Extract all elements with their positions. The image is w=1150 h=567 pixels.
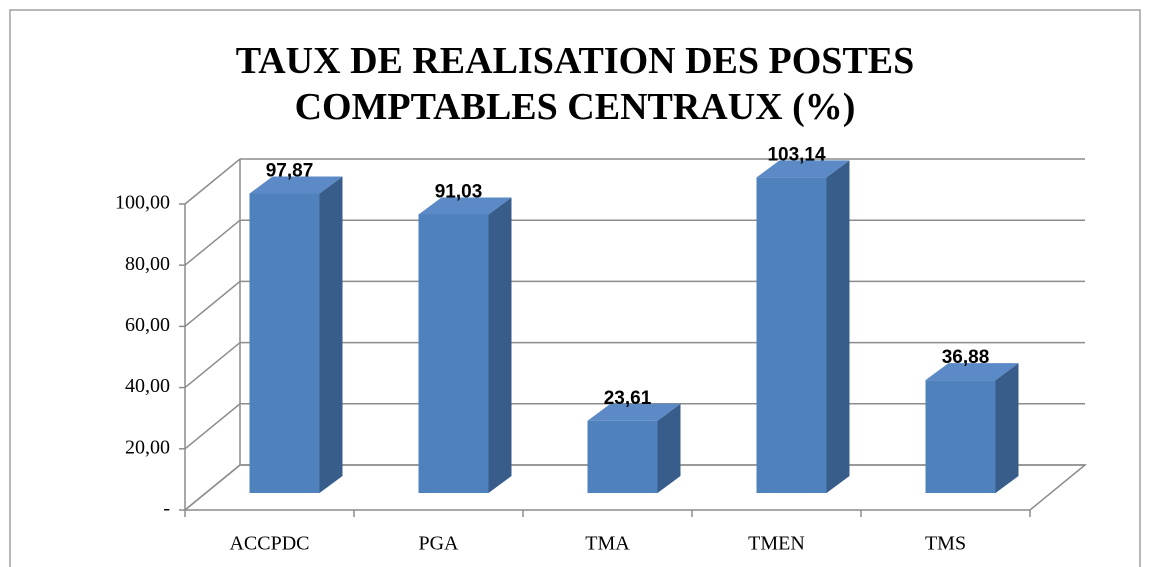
x-tick-label: PGA bbox=[418, 533, 459, 555]
data-label: 103,14 bbox=[767, 144, 826, 165]
data-label: 23,61 bbox=[604, 388, 652, 409]
x-tick-label: TMEN bbox=[748, 533, 805, 555]
x-tick-label: ACCPDC bbox=[229, 533, 309, 555]
data-label: 91,03 bbox=[435, 181, 483, 202]
bar-side bbox=[488, 197, 512, 494]
bar-side bbox=[319, 176, 343, 493]
data-label: 36,88 bbox=[942, 347, 990, 368]
x-tick-label: TMA bbox=[585, 533, 630, 555]
bar-top bbox=[418, 197, 512, 215]
data-label: 97,87 bbox=[266, 161, 314, 182]
bar bbox=[249, 193, 320, 493]
bar-top bbox=[756, 160, 850, 178]
bar bbox=[756, 177, 827, 493]
y-tick-label: 60,00 bbox=[125, 314, 170, 336]
y-tick-label: 100,00 bbox=[115, 192, 170, 214]
bar-top bbox=[249, 176, 343, 194]
y-tick-label: - bbox=[163, 498, 170, 520]
y-tick-label: 20,00 bbox=[125, 436, 170, 458]
bar bbox=[925, 380, 996, 493]
y-tick-label: 80,00 bbox=[125, 253, 170, 275]
chart-title: TAUX DE REALISATION DES POSTES COMPTABLE… bbox=[235, 40, 915, 128]
bar-side bbox=[995, 363, 1019, 493]
y-tick-label: 40,00 bbox=[125, 375, 170, 397]
bar bbox=[418, 214, 489, 494]
bar-side bbox=[826, 160, 850, 493]
bar bbox=[587, 420, 658, 493]
bar-top bbox=[587, 403, 681, 421]
x-tick-label: TMS bbox=[925, 533, 966, 555]
bar-top bbox=[925, 363, 1019, 381]
grid-line bbox=[184, 158, 1085, 205]
bar-side bbox=[657, 403, 681, 493]
